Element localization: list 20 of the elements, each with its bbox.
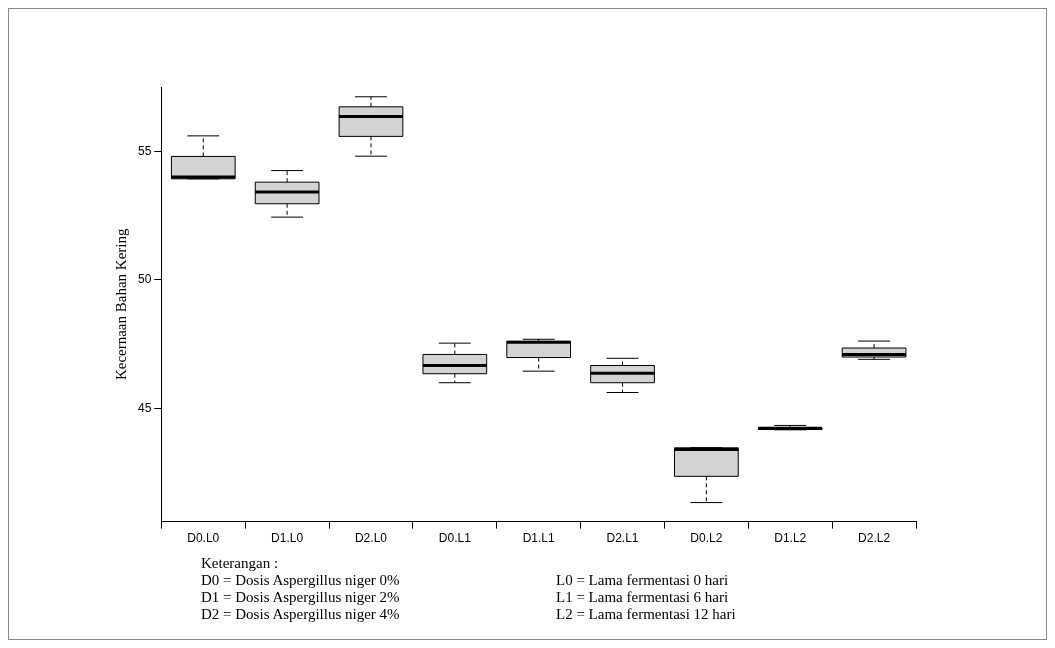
y-axis-title: Kecernaan Bahan Kering — [112, 228, 129, 381]
x-tick-label: D0.L1 — [438, 531, 472, 546]
y-tick-label: 55 — [137, 143, 152, 158]
text: L1 = Lama fermentasi 6 hari — [556, 589, 730, 606]
text: D1 = Dosis Aspergillus niger 2% — [201, 589, 401, 606]
text: D0 = Dosis Aspergillus niger 0% — [201, 572, 401, 589]
text: L0 = Lama fermentasi 0 hari — [556, 572, 730, 589]
x-tick-label: D0.L0 — [187, 531, 220, 546]
y-tick-label: 50 — [137, 272, 152, 287]
x-tick-label: D1.L2 — [774, 531, 807, 546]
x-tick-label: D1.L1 — [522, 531, 556, 546]
x-tick-label: D2.L1 — [606, 531, 639, 546]
text: L2 = Lama fermentasi 12 hari — [556, 606, 737, 623]
y-tick-label: 45 — [137, 400, 152, 415]
x-tick-label: D2.L2 — [858, 531, 891, 546]
x-tick-label: D0.L2 — [690, 531, 723, 546]
x-tick-label: D2.L0 — [354, 531, 388, 546]
text: D2 = Dosis Aspergillus niger 4% — [201, 606, 401, 623]
x-tick-label: D1.L0 — [271, 531, 304, 546]
text: Keterangan : — [201, 555, 280, 572]
